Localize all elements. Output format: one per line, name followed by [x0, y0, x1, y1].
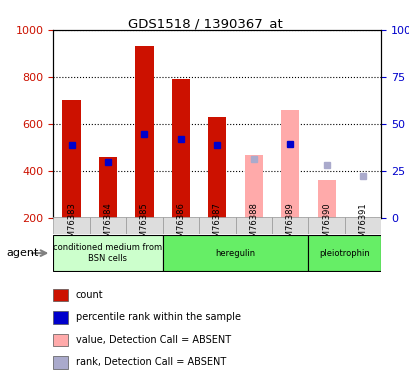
Text: conditioned medium from
BSN cells: conditioned medium from BSN cells: [53, 243, 162, 263]
Text: GSM76386: GSM76386: [176, 202, 185, 248]
Text: rank, Detection Call = ABSENT: rank, Detection Call = ABSENT: [76, 357, 225, 368]
Text: GSM76390: GSM76390: [321, 202, 330, 248]
Text: pleiotrophin: pleiotrophin: [319, 249, 369, 258]
FancyBboxPatch shape: [308, 217, 344, 234]
FancyBboxPatch shape: [53, 235, 162, 271]
Bar: [62, 100, 81, 218]
Bar: [281, 110, 299, 218]
Text: agent: agent: [6, 248, 38, 258]
FancyBboxPatch shape: [235, 217, 271, 234]
Text: percentile rank within the sample: percentile rank within the sample: [76, 312, 240, 322]
FancyBboxPatch shape: [90, 217, 126, 234]
FancyBboxPatch shape: [308, 235, 380, 271]
Text: GSM76391: GSM76391: [358, 202, 367, 248]
Text: GSM76384: GSM76384: [103, 202, 112, 248]
Bar: [99, 157, 117, 218]
FancyBboxPatch shape: [162, 235, 308, 271]
FancyBboxPatch shape: [199, 217, 235, 234]
Text: GDS1518 / 1390367_at: GDS1518 / 1390367_at: [127, 17, 282, 30]
Text: heregulin: heregulin: [215, 249, 255, 258]
Bar: [171, 79, 189, 218]
Text: GSM76385: GSM76385: [139, 202, 148, 248]
Bar: [208, 117, 226, 218]
Text: value, Detection Call = ABSENT: value, Detection Call = ABSENT: [76, 335, 230, 345]
Text: count: count: [76, 290, 103, 300]
Text: GSM76389: GSM76389: [285, 202, 294, 248]
FancyBboxPatch shape: [53, 334, 67, 346]
FancyBboxPatch shape: [53, 356, 67, 369]
Bar: [244, 155, 262, 218]
FancyBboxPatch shape: [126, 217, 162, 234]
Text: GSM76387: GSM76387: [212, 202, 221, 248]
Text: GSM76388: GSM76388: [249, 202, 258, 248]
Bar: [317, 180, 335, 218]
Bar: [135, 46, 153, 217]
FancyBboxPatch shape: [271, 217, 308, 234]
FancyBboxPatch shape: [53, 217, 90, 234]
Text: GSM76383: GSM76383: [67, 202, 76, 248]
FancyBboxPatch shape: [162, 217, 199, 234]
FancyBboxPatch shape: [344, 217, 380, 234]
FancyBboxPatch shape: [53, 289, 67, 302]
FancyBboxPatch shape: [53, 311, 67, 324]
